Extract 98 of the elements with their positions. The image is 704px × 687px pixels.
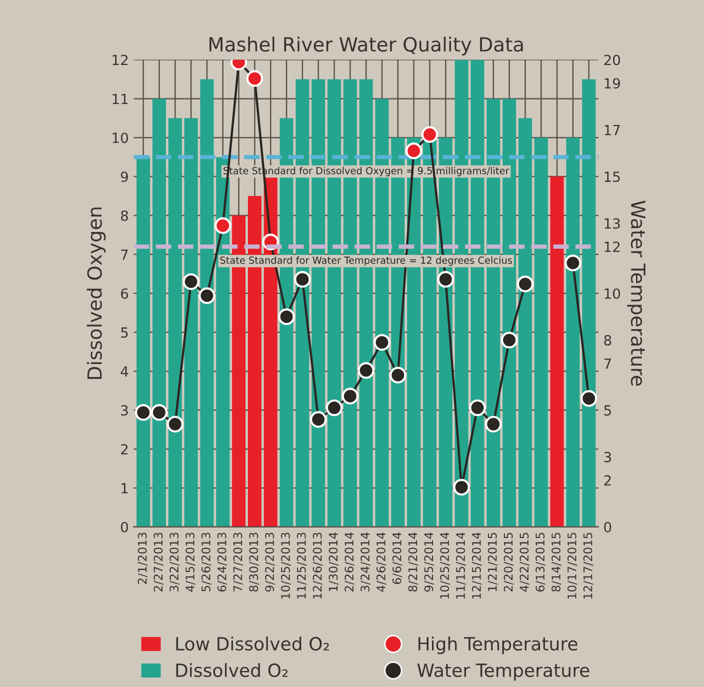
y2-tick-label: 0 [604,522,612,532]
y2-tick-label: 12 [604,242,620,252]
point [198,287,216,304]
point [564,254,582,272]
point [374,334,390,351]
y-tick-label: 12 [112,54,128,66]
y-tick-label: 9 [120,172,128,182]
legend-label: Dissolved O₂ [176,663,288,678]
point [278,308,295,326]
bar [200,79,214,527]
bar [136,157,150,527]
legend-label: Water Temperature [417,664,590,681]
y-tick-label: 11 [112,94,128,104]
point [437,271,454,288]
x-tick-label: 8/14/2015 [552,532,562,592]
point [134,404,152,421]
point [390,366,406,384]
bar [168,118,182,527]
x-tick-label: 4/22/2015 [520,532,530,592]
bar [582,79,596,527]
x-tick-label: 11/15/2014 [456,532,466,599]
chart-title: Mashel River Water Quality Data [209,36,523,56]
legend-label: Low Dissolved O₂ [176,636,329,651]
point [182,273,200,290]
point [294,271,311,288]
y2-tick-label: 13 [604,218,620,229]
x-tick-label: 9/25/2014 [424,532,434,592]
point [342,388,358,404]
y2-axis-title: Water Temperature [627,200,646,386]
legend-label: High Temperature [418,636,578,654]
x-tick-label: 12/26/2013 [312,532,323,599]
x-tick-label: 11/25/2013 [296,532,307,599]
point [453,478,470,496]
point [214,217,232,234]
y2-tick-label: 10 [604,288,620,299]
x-tick-label: 10/25/2013 [281,532,291,599]
x-tick-label: 10/25/2014 [440,532,450,599]
y2-tick-label: 7 [604,358,611,369]
x-tick-label: 12/15/2014 [472,532,482,599]
y2-tick-label: 20 [604,54,620,66]
ref-line-label: State Standard for Water Temperature = 12 degrees Celcius [220,256,512,266]
x-tick-label: 3/22/2013 [170,532,180,592]
x-tick-label: 9/22/2013 [265,532,275,592]
point [326,399,343,416]
x-tick-label: 7/27/2013 [233,532,244,592]
y-tick-label: 8 [121,210,128,221]
point [166,416,184,432]
bar [550,176,564,527]
y2-tick-label: 2 [604,475,611,486]
point [500,332,518,348]
point [405,142,422,160]
x-tick-label: 6/24/2013 [217,532,228,592]
x-tick-label: 4/26/2014 [376,532,386,592]
y-axis-title: Dissolved Oxygen [86,208,106,379]
y-tick-label: 5 [121,327,128,338]
x-tick-label: 1/21/2015 [488,532,498,592]
x-tick-label: 2/27/2013 [154,532,164,592]
x-tick-label: 2/20/2015 [504,532,514,592]
x-tick-label: 3/24/2014 [360,532,370,592]
point [358,362,374,379]
y-tick-label: 1 [122,483,128,494]
bar [566,138,580,527]
bar [518,118,532,527]
y-tick-label: 10 [112,132,128,144]
x-tick-label: 2/26/2014 [344,532,355,592]
y2-tick-label: 19 [604,78,620,89]
x-tick-label: 8/21/2014 [408,532,418,592]
y2-tick-label: 15 [604,172,620,182]
bar [152,98,166,527]
x-tick-label: 6/6/2014 [392,532,402,584]
point [150,404,168,421]
y-tick-label: 2 [121,444,128,454]
point [485,416,502,432]
x-tick-label: 2/1/2013 [138,532,148,584]
x-tick-label: 4/15/2013 [186,532,196,592]
point [310,411,327,428]
y-tick-label: 3 [121,405,128,416]
y2-tick-label: 3 [604,452,611,462]
y2-tick-label: 5 [604,405,611,416]
point [516,276,534,292]
point [580,390,598,407]
bar [534,138,548,527]
point [421,126,438,143]
y-tick-label: 0 [120,522,128,532]
x-tick-label: 8/30/2013 [249,532,260,592]
y-tick-label: 7 [121,250,128,260]
y-tick-label: 4 [120,366,128,376]
x-tick-label: 10/17/2015 [567,532,578,599]
y2-tick-label: 17 [604,124,620,136]
y2-tick-label: 8 [604,335,612,346]
x-tick-label: 12/17/2015 [583,532,594,599]
x-tick-label: 6/13/2015 [536,532,546,592]
x-tick-label: 5/26/2013 [201,532,212,592]
point [246,70,264,87]
point [469,399,486,416]
x-tick-label: 1/30/2014 [328,532,339,592]
y-tick-label: 6 [121,288,128,299]
bar [184,118,198,527]
